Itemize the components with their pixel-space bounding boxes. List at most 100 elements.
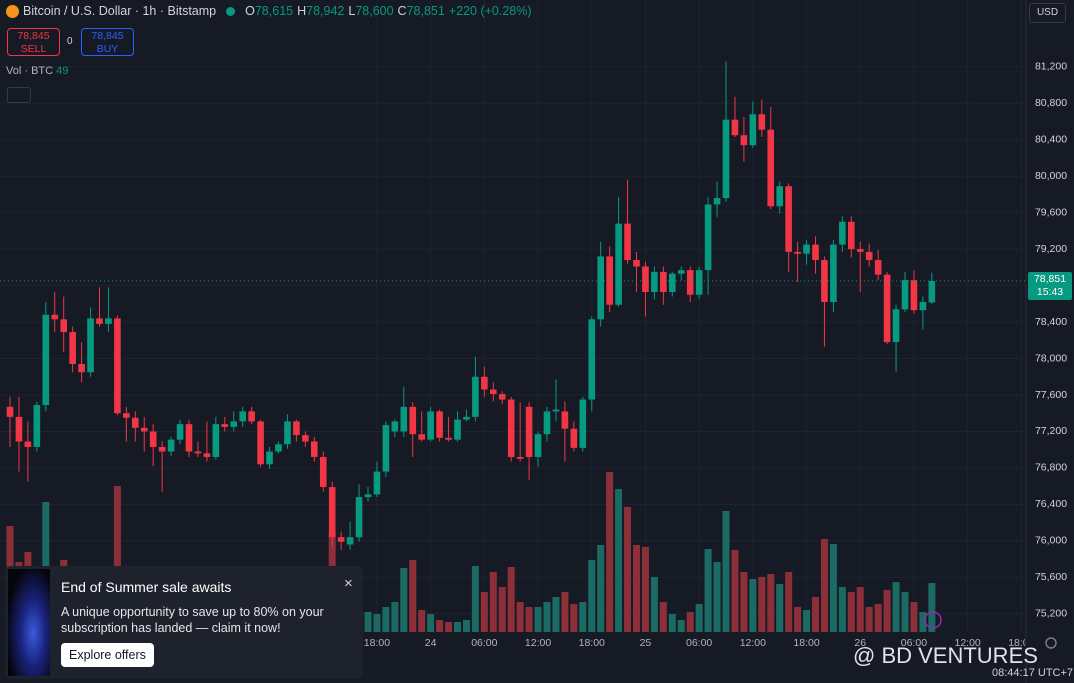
volume-bar: [570, 604, 578, 632]
candle-body: [15, 416, 23, 442]
coin-icon: [6, 4, 19, 18]
candle-body: [382, 425, 390, 472]
volume-bar: [409, 560, 417, 632]
close-button[interactable]: ×: [344, 575, 353, 592]
sell-label: SELL: [20, 43, 47, 55]
volume-bar: [480, 592, 488, 632]
candle-body: [812, 244, 819, 261]
popup-body: A unique opportunity to save up to 80% o…: [61, 605, 324, 635]
volume-bar: [489, 572, 497, 632]
volume-bar: [436, 620, 444, 632]
candle-body: [848, 221, 855, 250]
x-tick-label: 24: [425, 637, 437, 649]
candle-body: [463, 416, 470, 420]
candle-body: [749, 114, 757, 146]
y-tick-label: 77,200: [1035, 425, 1067, 437]
y-tick-label: 80,800: [1035, 97, 1067, 109]
volume-bar: [498, 587, 506, 632]
candle-body: [561, 411, 569, 429]
buy-button[interactable]: 78,845 BUY: [81, 28, 134, 56]
candle-body: [472, 376, 479, 417]
volume-bar: [722, 511, 730, 632]
volume-bar: [633, 545, 640, 632]
volume-bar: [579, 602, 587, 632]
y-tick-label: 79,200: [1035, 243, 1067, 255]
candle-body: [892, 309, 900, 343]
volume-bar: [901, 592, 909, 632]
candle-body: [516, 456, 524, 459]
candle-body: [785, 186, 792, 252]
volume-bar: [534, 607, 542, 632]
volume-bar: [883, 590, 891, 632]
candle-layer: [0, 61, 1026, 550]
candle-body: [176, 424, 184, 440]
candle-body: [669, 273, 676, 292]
volume-bar: [391, 602, 399, 632]
candle-body: [498, 394, 506, 400]
volume-bar: [919, 612, 927, 632]
candle-body: [42, 314, 50, 406]
candle-body: [302, 435, 309, 442]
candle-body: [731, 119, 739, 136]
candle-body: [87, 318, 94, 373]
y-tick-label: 80,000: [1035, 170, 1067, 182]
candle-body: [123, 413, 130, 418]
countdown: 15:43: [1036, 285, 1064, 298]
candle-body: [481, 376, 488, 390]
symbol[interactable]: Bitcoin / U.S. Dollar · 1h · Bitstamp: [23, 4, 217, 18]
x-tick-label: 18:00: [793, 637, 819, 649]
currency-button[interactable]: USD: [1029, 3, 1066, 23]
candle-body: [319, 456, 327, 488]
y-tick-label: 76,000: [1035, 535, 1067, 547]
volume-bar: [838, 587, 846, 632]
candle-body: [337, 537, 345, 542]
x-axis: 18:00 24 06:00 12:00 18:00 25 06:00 12:00 18:00 2…: [364, 637, 1025, 649]
explore-button[interactable]: Explore offers: [61, 643, 154, 667]
volume-bar: [113, 486, 121, 632]
volume-bar: [445, 622, 453, 632]
event-icon[interactable]: [924, 611, 942, 629]
candle-body: [910, 280, 918, 311]
promo-popup: End of Summer sale awaits × A unique opp…: [5, 566, 363, 679]
spread: 0: [67, 36, 73, 47]
candle-body: [293, 421, 300, 436]
volume-bar: [650, 577, 658, 632]
candle-body: [158, 446, 166, 452]
o-value: 78,615: [254, 4, 294, 18]
candle-body: [830, 244, 837, 303]
volume-bar: [740, 572, 748, 632]
candle-body: [695, 270, 703, 295]
volume-bar: [418, 610, 426, 632]
candle-body: [149, 431, 157, 447]
candle-body: [284, 421, 291, 445]
candle-body: [248, 411, 255, 422]
x-tick-label: 18:00: [364, 637, 390, 649]
candle-body: [60, 319, 67, 333]
sell-price: 78,845: [17, 30, 50, 42]
x-tick-label: 06:00: [901, 637, 927, 649]
candle-body: [445, 437, 452, 440]
collapse-button[interactable]: [7, 87, 31, 103]
sell-button[interactable]: 78,845 SELL: [7, 28, 60, 56]
candle-body: [69, 332, 76, 364]
y-tick-label: 81,200: [1035, 61, 1067, 73]
volume-bar: [659, 602, 667, 632]
volume-bar: [427, 614, 435, 632]
candle-body: [839, 221, 846, 245]
x-tick-label: 25: [640, 637, 652, 649]
volume-bar: [803, 610, 811, 632]
candle-body: [364, 494, 372, 498]
candle-body: [132, 417, 139, 428]
candle-body: [704, 204, 712, 271]
volume-bar: [767, 574, 775, 632]
volume-bar: [874, 604, 882, 632]
candle-body: [311, 441, 318, 457]
candle-body: [901, 280, 909, 310]
settings-icon[interactable]: [1045, 637, 1057, 649]
volume-bar: [829, 544, 837, 632]
candle-body: [78, 363, 85, 373]
y-tick-label: 75,600: [1035, 571, 1067, 583]
volume-legend: Vol · BTC 49: [6, 65, 68, 77]
candle-body: [758, 114, 766, 130]
candle-body: [767, 129, 775, 207]
